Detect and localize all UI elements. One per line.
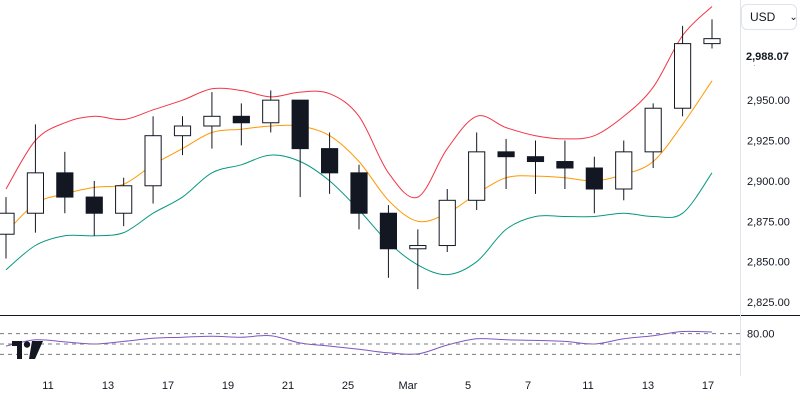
candle-body xyxy=(497,151,515,158)
candle xyxy=(26,124,45,233)
candle xyxy=(291,99,309,198)
time-tick-label: 17 xyxy=(702,380,714,392)
candle xyxy=(468,132,486,210)
candle xyxy=(262,90,280,133)
candle xyxy=(0,197,15,259)
candle xyxy=(673,25,692,117)
candle-body xyxy=(56,172,74,198)
candle-body xyxy=(438,199,456,247)
candle xyxy=(644,103,662,168)
time-tick-label: 13 xyxy=(102,380,114,392)
candle-body xyxy=(203,115,221,127)
price-pane xyxy=(0,6,721,290)
time-tick-label: 5 xyxy=(465,380,471,392)
time-tick-label: 19 xyxy=(222,380,234,392)
price-tick-label: 2,850.00 xyxy=(747,257,790,269)
candle-body xyxy=(262,99,280,124)
candle xyxy=(379,205,398,278)
candle-body xyxy=(26,172,45,214)
candle-body xyxy=(85,196,103,214)
candle xyxy=(85,180,103,236)
candle xyxy=(232,103,250,146)
time-tick-label: Mar xyxy=(399,380,418,392)
last-price-label: 2,988.07 xyxy=(741,49,799,65)
time-tick-label: 7 xyxy=(525,380,531,392)
time-tick-label: 25 xyxy=(342,380,354,392)
currency-label: USD xyxy=(750,10,776,24)
candle-body xyxy=(703,38,721,45)
candle xyxy=(703,19,721,49)
candle-body xyxy=(468,151,486,201)
time-tick-label: 11 xyxy=(582,380,593,392)
candle-body xyxy=(615,151,633,190)
candle-body xyxy=(144,135,162,187)
bollinger-upper-band xyxy=(5,6,713,199)
chevron-down-icon: ⌄ xyxy=(789,11,798,23)
candle xyxy=(115,177,133,227)
candle xyxy=(497,138,515,189)
time-tick-label: 17 xyxy=(162,380,174,392)
candle-body xyxy=(409,245,427,250)
time-axis[interactable]: 11 13 17 19 21 25 Mar 5 7 11 13 17 xyxy=(42,380,714,392)
candle xyxy=(56,151,74,214)
candle-body xyxy=(173,125,192,137)
candle-body xyxy=(0,212,15,235)
time-tick-label: 21 xyxy=(282,380,294,392)
candle xyxy=(438,189,456,252)
candle xyxy=(526,140,545,194)
price-tick-label: 2,900.00 xyxy=(747,176,790,188)
rsi-pane xyxy=(0,330,740,355)
candle-body xyxy=(585,167,603,190)
candle xyxy=(173,116,192,156)
time-tick-label: 13 xyxy=(642,380,654,392)
candle-body xyxy=(291,99,309,150)
rsi-line xyxy=(5,330,713,355)
price-tick-label: 2,925.00 xyxy=(747,136,790,148)
candlesticks xyxy=(0,19,721,290)
price-tick-label: 2,875.00 xyxy=(747,216,790,228)
candle-body xyxy=(379,212,398,250)
candle-body xyxy=(556,161,574,169)
candle xyxy=(203,92,221,149)
candle xyxy=(556,140,574,189)
price-tick-label: 2,950.00 xyxy=(747,95,790,107)
candle-body xyxy=(232,115,250,124)
currency-selector[interactable]: USD ⌄ xyxy=(741,4,798,30)
candle-body xyxy=(526,156,545,163)
candle-body xyxy=(320,148,339,174)
tradingview-logo-icon xyxy=(12,341,43,359)
time-tick-label: 11 xyxy=(42,380,53,392)
candle xyxy=(409,229,427,290)
rsi-tick-label: 80.00 xyxy=(747,329,775,341)
candle xyxy=(320,132,339,194)
candle xyxy=(615,140,633,201)
candle-body xyxy=(644,107,662,153)
candle-body xyxy=(673,43,692,109)
candle xyxy=(144,116,162,204)
candle xyxy=(350,164,368,230)
price-tick-label: 2,825.00 xyxy=(747,297,790,309)
candle xyxy=(585,156,603,214)
candle-body xyxy=(115,185,133,214)
candle-body xyxy=(350,172,368,214)
